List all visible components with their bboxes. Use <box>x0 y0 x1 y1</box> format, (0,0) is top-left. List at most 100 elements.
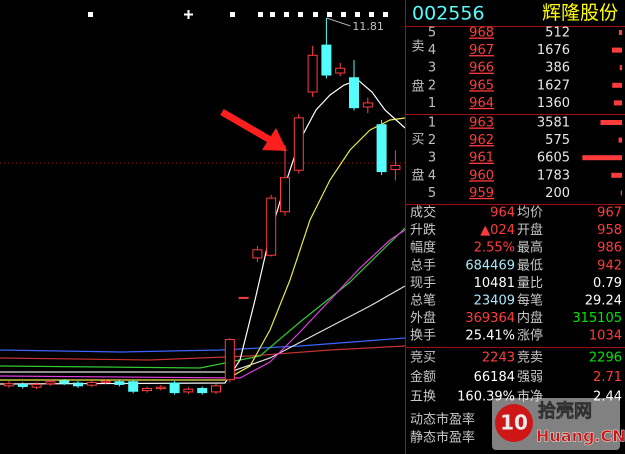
level: 1 <box>428 96 436 111</box>
stat-label: 升跌 <box>410 222 436 238</box>
stat-value: 967 <box>597 206 622 221</box>
stat-label: 总手 <box>410 258 436 273</box>
stat-value: 66184 <box>474 370 515 385</box>
watermark-name: 拾壳网 <box>538 400 592 422</box>
stat-value: 958 <box>597 223 622 238</box>
level: 3 <box>428 151 436 166</box>
volume-bar <box>611 47 622 53</box>
candle-body <box>128 381 139 392</box>
arrow <box>220 108 287 151</box>
stat-value: ▲024 <box>480 223 515 238</box>
marker <box>88 12 93 17</box>
volume-bar <box>618 137 622 143</box>
level: 2 <box>428 133 436 148</box>
stat-label: 内盘 <box>517 310 543 326</box>
candle-body <box>142 388 152 392</box>
ma-line <box>0 337 406 353</box>
marker <box>369 12 374 17</box>
sell-label: 盘 <box>411 79 424 95</box>
candle-body <box>197 388 208 394</box>
stock-code: 002556 <box>412 3 485 25</box>
stat-label: 现手 <box>410 276 436 291</box>
price: 966 <box>469 61 494 76</box>
candle-body <box>169 382 180 394</box>
stat-value: 2.71 <box>593 370 622 385</box>
marker <box>258 12 263 17</box>
event-markers <box>88 10 388 19</box>
ratio-label: 动态市盈率 <box>410 412 475 428</box>
watermark-site: Huang.CN <box>536 427 625 446</box>
marker <box>284 12 289 17</box>
candle-body <box>31 383 42 388</box>
volume: 386 <box>545 61 570 76</box>
volume: 1676 <box>537 43 570 58</box>
stat-label: 幅度 <box>410 240 436 256</box>
candle-body <box>362 102 373 108</box>
stat-label: 最高 <box>517 240 543 256</box>
marker <box>230 12 235 17</box>
candle-body <box>155 386 166 390</box>
price: 960 <box>469 168 494 183</box>
price: 967 <box>469 43 494 58</box>
stat-label: 开盘 <box>517 222 543 238</box>
stat-value: 964 <box>490 206 515 221</box>
candle-body <box>238 296 249 299</box>
marker <box>298 12 303 17</box>
stat-value: 2296 <box>589 351 622 366</box>
stat-label: 外盘 <box>410 310 436 326</box>
candle-body <box>321 44 332 76</box>
candle-body <box>73 382 83 387</box>
ma-line <box>0 345 406 361</box>
watermark: 10 拾壳网 Huang.CN <box>492 398 625 450</box>
volume-bar <box>612 82 622 88</box>
candle-body <box>224 339 235 381</box>
stat-label: 换手 <box>410 329 436 344</box>
volume-bar <box>619 65 622 71</box>
stock-name: 辉隆股份 <box>542 2 618 24</box>
watermark-logo-text: 10 <box>500 411 528 435</box>
buy-label: 盘 <box>411 168 424 184</box>
price: 965 <box>469 78 494 93</box>
stat-value: 2.55% <box>474 241 515 256</box>
stat-value: 315105 <box>572 311 622 326</box>
arrow-head <box>262 128 287 151</box>
volume: 575 <box>545 133 570 148</box>
marker <box>327 12 332 17</box>
stat-value: 2243 <box>482 351 515 366</box>
marker <box>270 12 275 17</box>
volume-bar <box>611 172 622 178</box>
sell-label: 卖 <box>411 40 424 55</box>
stat-label: 均价 <box>517 206 543 221</box>
level: 4 <box>428 43 436 58</box>
stat-label: 总笔 <box>410 293 436 309</box>
stat-label: 竞买 <box>410 350 436 366</box>
marker <box>313 12 318 17</box>
candle-body <box>211 385 221 393</box>
marker <box>341 12 346 17</box>
stat-label: 涨停 <box>517 328 543 344</box>
price: 962 <box>469 133 494 148</box>
stat-value: 369364 <box>465 311 515 326</box>
ma-line <box>0 227 406 369</box>
stat-value: 23409 <box>474 294 515 309</box>
stat-label: 量比 <box>517 276 543 291</box>
price: 968 <box>469 26 494 41</box>
volume: 6605 <box>537 151 570 166</box>
volume-bar <box>582 155 622 161</box>
candle-body <box>183 388 194 393</box>
candle-body <box>45 381 56 385</box>
stat-value: 25.41% <box>465 329 515 344</box>
panel-borders <box>405 0 625 454</box>
volume: 1627 <box>537 78 570 93</box>
candle-body <box>307 54 318 93</box>
stat-value: 29.24 <box>585 294 622 309</box>
volume: 200 <box>545 186 570 201</box>
candle-body <box>266 197 277 256</box>
watermark-logo <box>495 404 533 442</box>
price: 961 <box>469 151 494 166</box>
level: 2 <box>428 78 436 93</box>
buy-label: 买 <box>411 133 424 148</box>
stat-label: 五换 <box>410 390 436 405</box>
candle-body <box>100 380 111 383</box>
candle-body <box>4 383 14 387</box>
